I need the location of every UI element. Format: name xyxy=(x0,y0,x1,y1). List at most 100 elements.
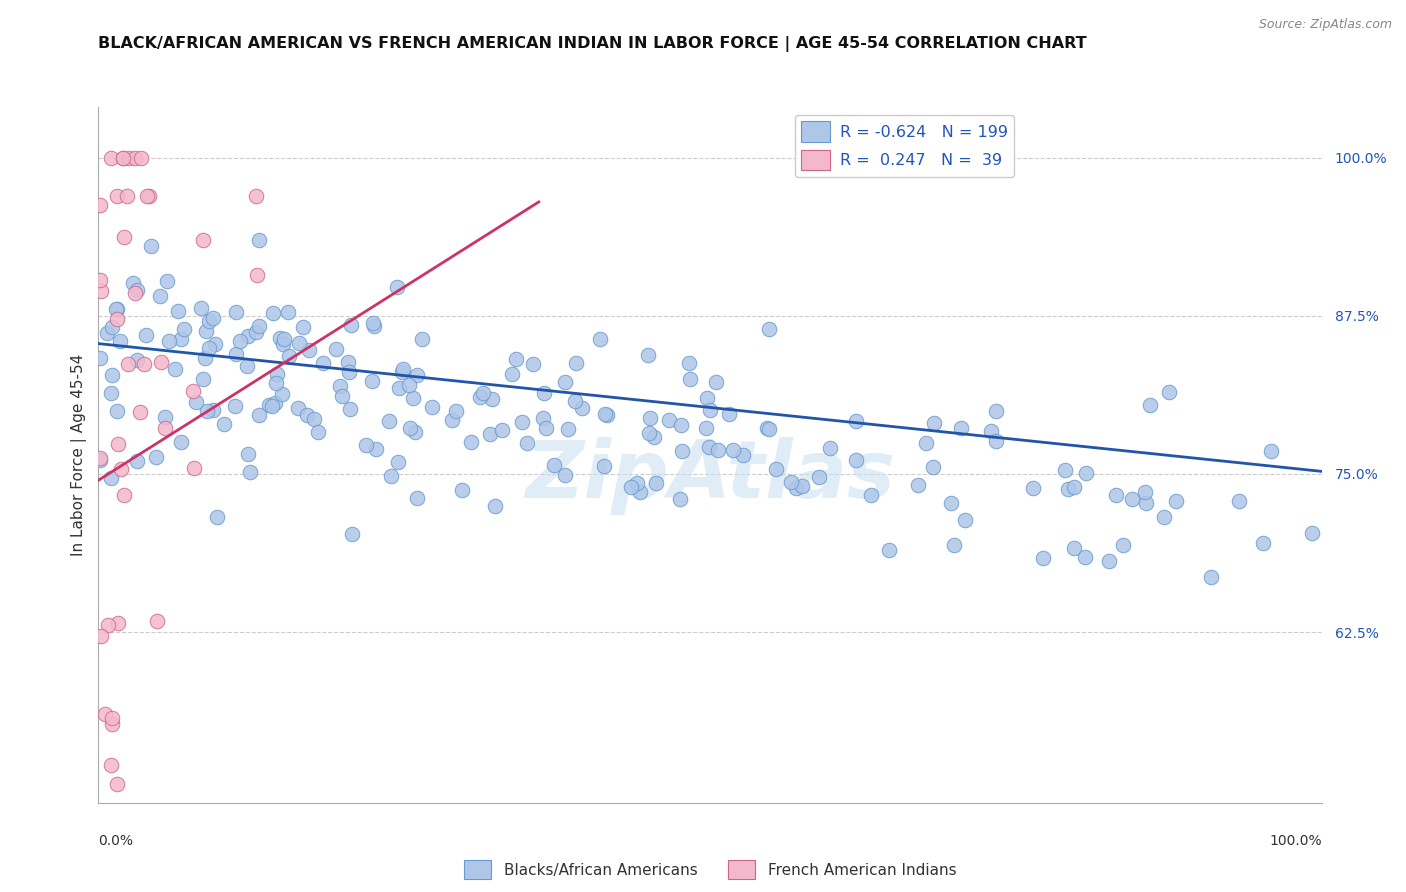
Point xyxy=(363,319,385,334)
Point xyxy=(191,372,214,386)
Point xyxy=(105,312,128,326)
Point xyxy=(392,362,415,376)
Point xyxy=(1063,541,1085,555)
Point xyxy=(522,357,544,371)
Point xyxy=(1153,510,1175,524)
Point xyxy=(107,616,129,631)
Point xyxy=(984,434,1007,449)
Point xyxy=(731,449,754,463)
Point xyxy=(111,151,134,165)
Point xyxy=(790,479,813,493)
Point xyxy=(779,475,801,489)
Point xyxy=(399,421,422,435)
Point xyxy=(1159,385,1181,400)
Point xyxy=(1076,466,1098,480)
Point xyxy=(628,484,651,499)
Point xyxy=(105,777,128,791)
Point xyxy=(264,396,287,410)
Point xyxy=(942,538,965,552)
Point xyxy=(484,499,506,513)
Point xyxy=(387,280,409,294)
Point xyxy=(620,480,643,494)
Point xyxy=(1121,491,1143,506)
Point xyxy=(94,707,117,722)
Point xyxy=(554,468,576,483)
Point xyxy=(592,459,614,474)
Point xyxy=(150,355,173,369)
Point xyxy=(330,389,353,403)
Point xyxy=(571,401,593,415)
Point xyxy=(699,402,721,417)
Point xyxy=(596,409,619,423)
Point xyxy=(225,347,247,361)
Point xyxy=(450,483,472,497)
Point xyxy=(1166,493,1188,508)
Point xyxy=(644,475,666,490)
Point xyxy=(533,386,555,401)
Point xyxy=(907,478,929,492)
Point xyxy=(468,391,491,405)
Point xyxy=(195,404,218,418)
Point xyxy=(387,455,409,469)
Point xyxy=(1139,398,1161,412)
Point xyxy=(921,460,943,475)
Point xyxy=(184,395,207,409)
Point xyxy=(112,230,135,244)
Point xyxy=(195,324,218,338)
Point xyxy=(135,328,157,343)
Point xyxy=(153,410,176,425)
Point xyxy=(984,404,1007,418)
Point xyxy=(1022,481,1045,495)
Point xyxy=(637,348,659,362)
Point xyxy=(292,320,315,334)
Point xyxy=(941,496,963,510)
Point xyxy=(89,351,111,366)
Point xyxy=(440,413,463,427)
Point xyxy=(108,334,131,348)
Point xyxy=(165,361,187,376)
Text: Source: ZipAtlas.com: Source: ZipAtlas.com xyxy=(1258,18,1392,31)
Point xyxy=(183,460,205,475)
Point xyxy=(170,332,193,346)
Point xyxy=(363,316,385,330)
Point xyxy=(845,453,868,467)
Point xyxy=(245,325,267,339)
Point xyxy=(543,458,565,472)
Point xyxy=(696,391,718,405)
Point xyxy=(105,302,128,317)
Point xyxy=(266,367,288,381)
Point xyxy=(398,377,420,392)
Point xyxy=(950,420,973,434)
Point xyxy=(122,276,145,290)
Point xyxy=(100,471,122,485)
Point xyxy=(471,386,494,401)
Point xyxy=(481,392,503,406)
Point xyxy=(340,527,363,541)
Point xyxy=(723,442,745,457)
Text: 0.0%: 0.0% xyxy=(98,834,134,848)
Point xyxy=(328,378,350,392)
Point xyxy=(325,342,347,356)
Point xyxy=(260,399,283,413)
Point xyxy=(229,334,252,348)
Point xyxy=(460,434,482,449)
Point xyxy=(277,349,299,363)
Point xyxy=(238,329,260,343)
Point xyxy=(557,422,579,436)
Point xyxy=(246,268,269,282)
Point xyxy=(1227,493,1250,508)
Point xyxy=(204,336,226,351)
Point xyxy=(167,304,190,318)
Point xyxy=(405,491,427,505)
Point xyxy=(1063,479,1085,493)
Point xyxy=(132,357,155,371)
Point xyxy=(298,343,321,358)
Point xyxy=(90,285,112,299)
Point xyxy=(100,368,122,383)
Point xyxy=(105,404,128,418)
Point xyxy=(980,424,1002,438)
Point xyxy=(194,351,217,366)
Point xyxy=(141,238,163,252)
Point xyxy=(1133,484,1156,499)
Point xyxy=(505,351,527,366)
